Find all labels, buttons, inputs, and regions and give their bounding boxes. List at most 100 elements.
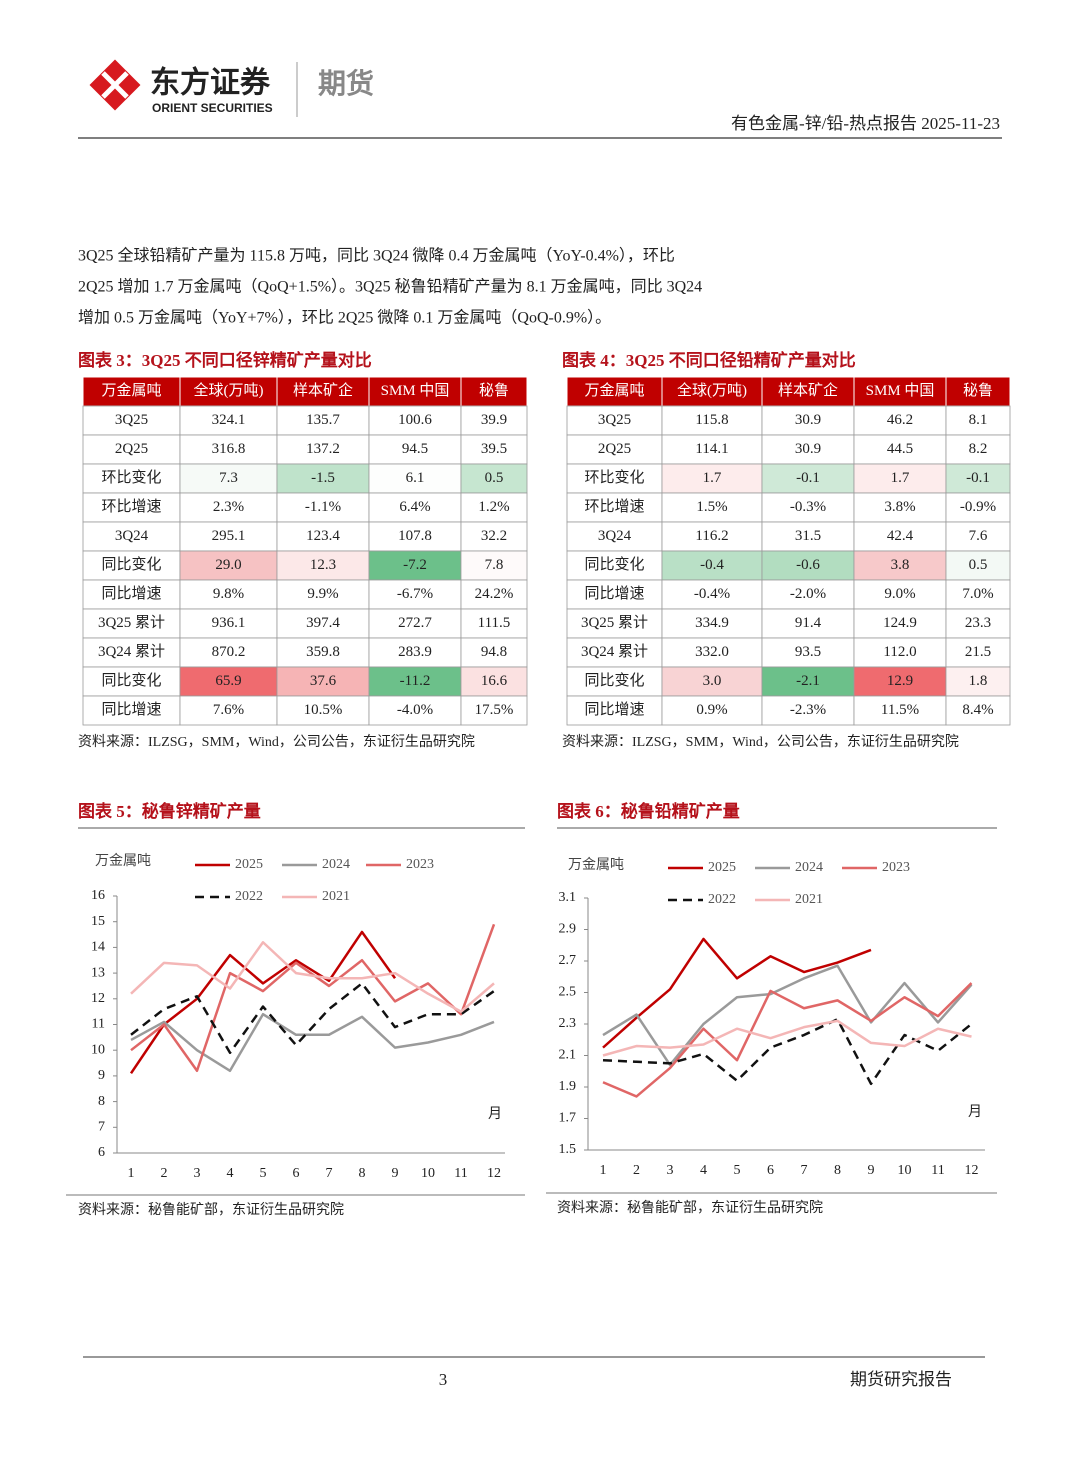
table-cell <box>566 492 663 523</box>
table-cell <box>368 463 462 494</box>
header-cell <box>179 376 278 407</box>
header-cell <box>761 376 855 407</box>
y-tick-label: 8 <box>98 1094 105 1109</box>
legend-label: 2024 <box>322 857 350 872</box>
cell-text: 6.4% <box>399 499 430 515</box>
cell-text: 31.5 <box>795 528 821 544</box>
table-source: 资料来源：ILZSG，SMM，Wind，公司公告，东证衍生品研究院 <box>78 734 475 750</box>
cell-text: -7.2 <box>403 557 427 573</box>
cell-text: 8.1 <box>969 412 988 428</box>
cell-text: 同比变化 <box>584 556 644 573</box>
x-tick-label: 5 <box>734 1163 741 1178</box>
table-cell <box>82 463 181 494</box>
table-cell <box>179 608 278 639</box>
table-cell <box>853 579 947 610</box>
table-cell <box>460 666 528 697</box>
y-tick-label: 9 <box>98 1068 105 1083</box>
cell-text: 46.2 <box>887 412 913 428</box>
y-tick-label: 1.7 <box>559 1111 577 1126</box>
legend-label: 2021 <box>322 889 350 904</box>
cell-text: 同比变化 <box>101 672 161 689</box>
table-cell <box>276 666 370 697</box>
header-text: 秘鲁 <box>479 382 509 399</box>
series-line <box>602 964 973 1067</box>
y-tick-label: 3.1 <box>559 890 577 905</box>
cell-text: 30.9 <box>795 412 821 428</box>
table-cell <box>853 521 947 552</box>
cell-text: 12.3 <box>310 557 336 573</box>
cell-text: 324.1 <box>212 412 246 428</box>
cell-text: 同比增速 <box>584 701 644 718</box>
table-cell <box>460 405 528 436</box>
cell-text: 同比变化 <box>584 672 644 689</box>
table-cell <box>368 666 462 697</box>
cell-text: 137.2 <box>306 441 340 457</box>
cell-text: 同比增速 <box>584 585 644 602</box>
cell-text: 9.0% <box>884 586 915 602</box>
x-tick-label: 11 <box>454 1166 467 1181</box>
table-title: 图表 4：3Q25 不同口径铅精矿产量对比 <box>562 350 856 370</box>
header-text: SMM 中国 <box>866 382 935 399</box>
x-tick-label: 2 <box>633 1163 640 1178</box>
cell-text: 3Q25 <box>598 412 631 428</box>
cell-text: 环比变化 <box>584 469 644 486</box>
table-cell <box>368 550 462 581</box>
cell-text: 3Q25 累计 <box>581 614 648 631</box>
table-cell <box>179 405 278 436</box>
header-cell <box>853 376 947 407</box>
table-cell <box>853 492 947 523</box>
legend-label: 2025 <box>708 860 736 875</box>
series-line <box>602 937 872 1049</box>
cell-text: 2.3% <box>213 499 244 515</box>
footer-label: 期货研究报告 <box>850 1370 952 1389</box>
table-cell <box>761 405 855 436</box>
cell-text: 123.4 <box>306 528 340 544</box>
cell-text: -0.1 <box>796 470 820 486</box>
cell-text: -2.0% <box>790 586 826 602</box>
cell-text: 23.3 <box>965 615 991 631</box>
cell-text: 42.4 <box>887 528 914 544</box>
legend-label: 2023 <box>882 860 910 875</box>
x-axis-label: 月 <box>488 1106 502 1122</box>
cell-text: 39.9 <box>481 412 507 428</box>
table-cell <box>945 695 1011 726</box>
cell-text: 2Q25 <box>598 441 631 457</box>
y-axis-label: 万金属吨 <box>568 857 624 873</box>
series-line <box>130 941 495 1013</box>
table-cell <box>82 666 181 697</box>
table-cell <box>82 695 181 726</box>
y-tick-label: 2.1 <box>559 1048 577 1063</box>
cell-text: 同比增速 <box>101 585 161 602</box>
header-text: 万金属吨 <box>584 382 644 399</box>
table-cell <box>82 579 181 610</box>
x-tick-label: 10 <box>898 1163 912 1178</box>
table-cell <box>179 492 278 523</box>
cell-text: -6.7% <box>397 586 433 602</box>
cell-text: 39.5 <box>481 441 507 457</box>
cell-text: 107.8 <box>398 528 432 544</box>
header-cell <box>945 376 1011 407</box>
x-tick-label: 10 <box>421 1166 435 1181</box>
series-line <box>130 982 495 1055</box>
table-cell <box>945 405 1011 436</box>
y-tick-label: 2.3 <box>559 1016 577 1031</box>
x-tick-label: 1 <box>128 1166 135 1181</box>
cell-text: 359.8 <box>306 644 340 660</box>
cell-text: 7.8 <box>485 557 504 573</box>
table-cell <box>460 463 528 494</box>
cell-text: -0.3% <box>790 499 826 515</box>
x-tick-label: 4 <box>700 1163 707 1178</box>
table-cell <box>945 463 1011 494</box>
cell-text: 11.5% <box>881 702 919 718</box>
header-cell <box>566 376 663 407</box>
x-tick-label: 1 <box>600 1163 607 1178</box>
header-text: 全球(万吨) <box>677 381 747 399</box>
header-text: 样本矿企 <box>778 381 838 399</box>
cell-text: 283.9 <box>398 644 432 660</box>
legend-label: 2022 <box>708 892 736 907</box>
legend-label: 2022 <box>235 889 263 904</box>
cell-text: 3Q24 <box>598 528 632 544</box>
body-line: 增加 0.5 万金属吨（YoY+7%），环比 2Q25 微降 0.1 万金属吨（… <box>78 309 611 327</box>
header-text: 万金属吨 <box>101 382 161 399</box>
cell-text: 32.2 <box>481 528 507 544</box>
